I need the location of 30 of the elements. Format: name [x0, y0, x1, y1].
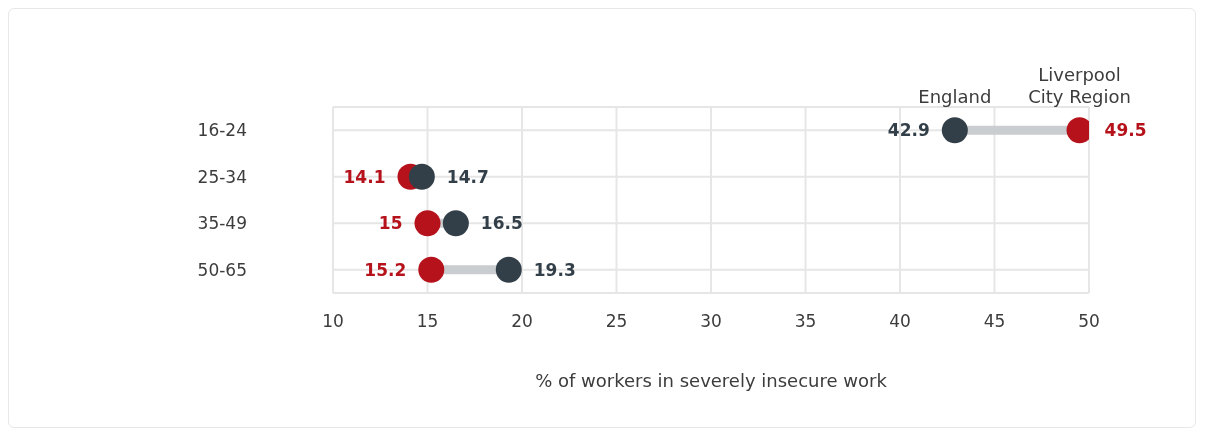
series-label: Liverpool City Region	[1028, 64, 1131, 108]
point	[941, 117, 968, 144]
x-axis-title: % of workers in severely insecure work	[535, 370, 888, 391]
x-tick-label: 20	[511, 311, 533, 332]
data-label: 16.5	[480, 213, 523, 234]
x-tick-label: 35	[794, 311, 817, 332]
data-label: 49.5	[1104, 120, 1147, 141]
x-tick-label: 15	[416, 311, 439, 332]
data-label: 19.3	[533, 259, 576, 280]
y-tick-label: 25-34	[197, 166, 247, 187]
data-label: 42.9	[887, 120, 930, 141]
y-tick-label: 16-24	[197, 120, 247, 141]
data-label: 14.7	[446, 166, 489, 187]
x-tick-label: 45	[983, 311, 1006, 332]
y-tick-label: 50-65	[197, 259, 247, 280]
point	[408, 163, 435, 190]
x-tick-label: 40	[889, 311, 911, 332]
x-tick-label: 30	[700, 311, 722, 332]
point	[442, 210, 469, 237]
data-label: 14.1	[343, 166, 386, 187]
x-tick-label: 50	[1078, 311, 1100, 332]
x-tick-label: 10	[322, 311, 344, 332]
data-label: 15.2	[364, 259, 407, 280]
point	[495, 256, 522, 283]
y-tick-label: 35-49	[197, 213, 247, 234]
series-label: England	[918, 86, 992, 108]
point	[414, 210, 441, 237]
x-tick-label: 25	[605, 311, 628, 332]
data-label: 15	[378, 213, 403, 234]
point	[418, 256, 445, 283]
